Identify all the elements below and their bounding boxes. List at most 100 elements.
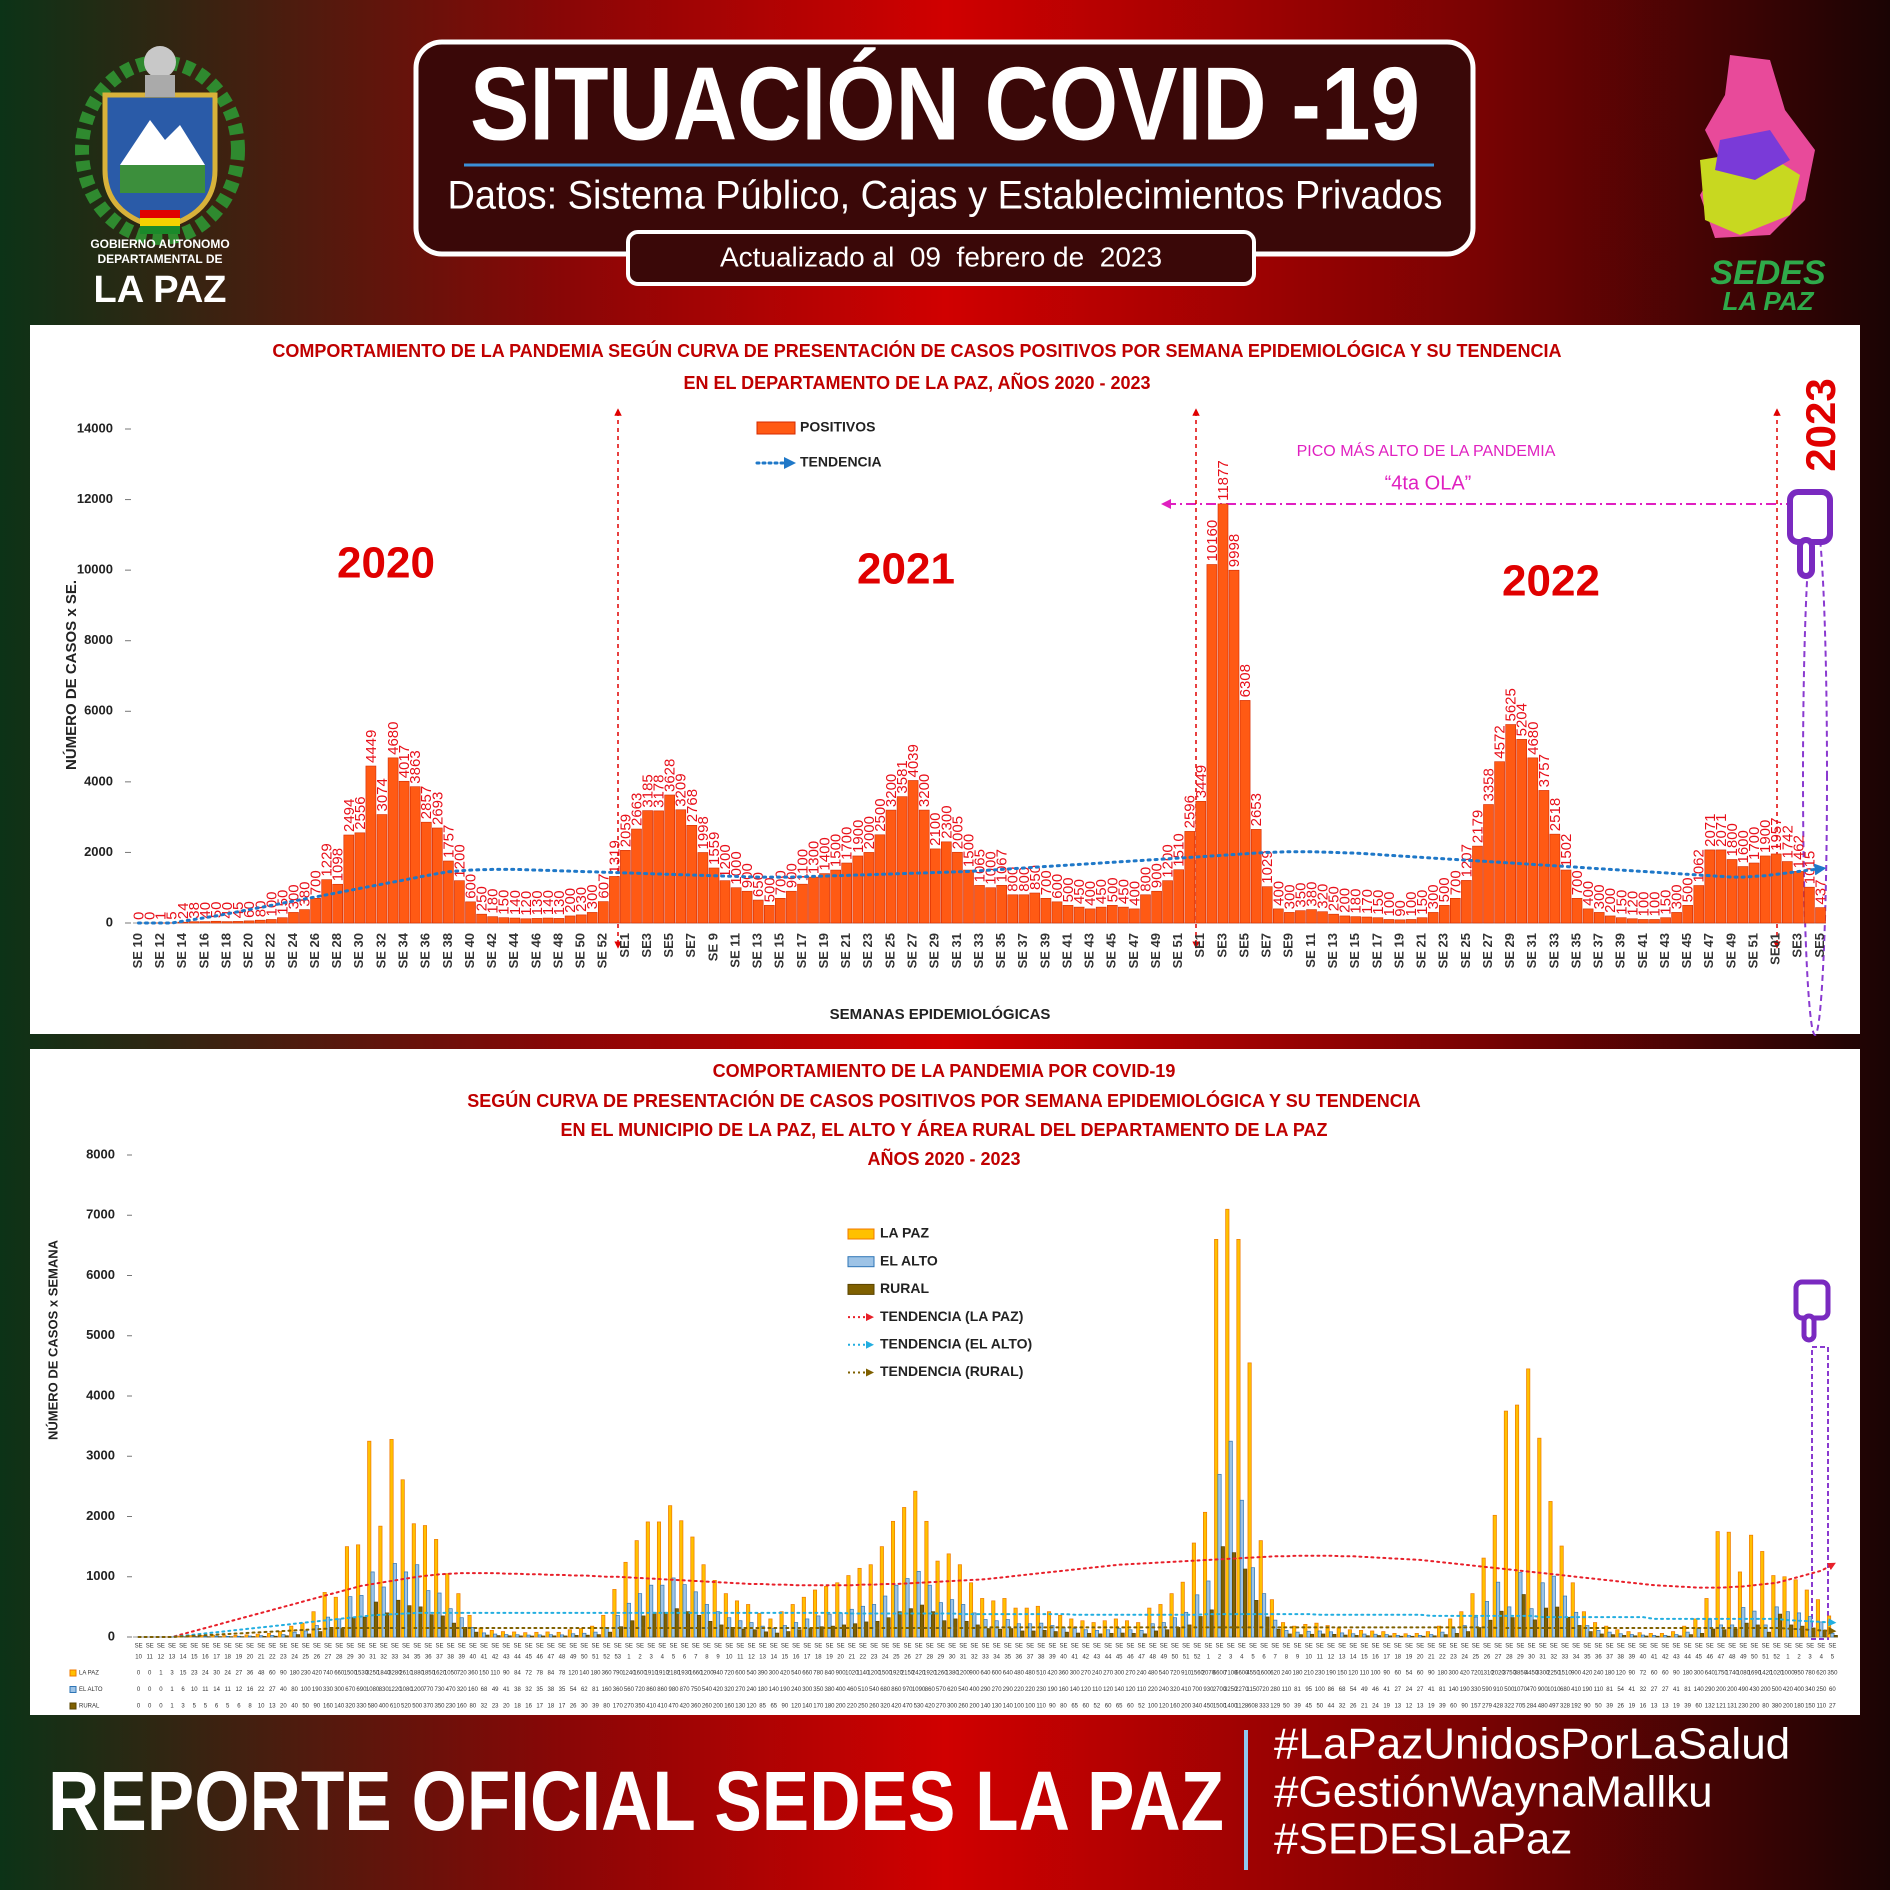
bar	[552, 1635, 557, 1638]
week-prefix: SE	[1137, 1644, 1145, 1650]
table-value: 540	[958, 1687, 969, 1693]
week-prefix: SE	[1661, 1644, 1669, 1650]
bar	[996, 885, 1008, 924]
bar	[1405, 919, 1417, 924]
bar	[420, 821, 432, 924]
week-prefix: SE	[814, 1644, 822, 1650]
value-label: 5204	[1514, 703, 1531, 736]
table-value: 200	[1716, 1687, 1727, 1693]
table-value: 420	[1460, 1671, 1471, 1677]
bar	[1627, 918, 1638, 924]
x-tick-label: 51	[592, 1655, 599, 1661]
x-tick-label: SE 43	[1082, 933, 1097, 968]
week-prefix: SE	[614, 1644, 622, 1650]
bar	[299, 909, 310, 924]
x-tick-label: 21	[1428, 1655, 1435, 1661]
table-value: 39	[592, 1704, 599, 1710]
x-tick-label: SE 46	[528, 933, 543, 968]
table-value: 120	[1348, 1671, 1359, 1677]
value-label: 700	[308, 870, 325, 895]
table-value: 1750	[1714, 1671, 1728, 1677]
value-label: 850	[1027, 865, 1044, 890]
week-prefix: SE	[1260, 1644, 1268, 1650]
week-prefix: SE	[870, 1644, 878, 1650]
bar	[478, 1627, 483, 1638]
value-label: 100	[1635, 891, 1652, 916]
week-prefix: SE	[513, 1644, 521, 1650]
table-value: 300	[1070, 1671, 1081, 1677]
table-value: 78	[559, 1671, 566, 1677]
table-value: 54	[1350, 1687, 1357, 1693]
bar	[597, 901, 609, 924]
x-tick-label: 43	[1673, 1655, 1680, 1661]
week-prefix: SE	[591, 1644, 599, 1650]
table-value: 100	[1148, 1704, 1159, 1710]
table-value: 500	[1504, 1687, 1515, 1693]
table-value: 420	[925, 1704, 936, 1710]
bar	[284, 1635, 289, 1638]
week-prefix: SE	[213, 1644, 221, 1650]
bar	[634, 1540, 639, 1638]
bar	[1107, 905, 1118, 924]
value-label: 40	[197, 902, 214, 919]
bar	[1117, 1628, 1122, 1638]
bar	[719, 1624, 724, 1638]
bar	[846, 1575, 851, 1638]
y-tick-label: 2000	[84, 844, 113, 859]
week-prefix: SE	[1717, 1644, 1725, 1650]
x-tick-label: SE 41	[1059, 933, 1074, 968]
x-tick-label: 31	[369, 1655, 376, 1661]
bar	[1094, 1630, 1099, 1638]
week-prefix: SE	[1505, 1644, 1513, 1650]
bar	[1347, 1629, 1352, 1638]
table-value: 140	[579, 1671, 590, 1677]
chart-panel	[30, 325, 1860, 1034]
table-value: 540	[746, 1671, 757, 1677]
table-value: 1500	[879, 1671, 893, 1677]
table-value: 140	[1448, 1687, 1459, 1693]
table-value: 49	[492, 1687, 499, 1693]
table-value: 970	[902, 1687, 913, 1693]
table-value: 200	[1783, 1704, 1794, 1710]
table-row-label: RURAL	[79, 1704, 100, 1710]
bar	[1109, 1633, 1114, 1638]
bar	[1061, 1627, 1066, 1638]
value-label: 600	[462, 874, 479, 899]
bar	[255, 919, 266, 924]
bar	[746, 1604, 751, 1638]
bar	[1421, 1635, 1426, 1638]
table-value: 90	[1673, 1671, 1680, 1677]
bar	[653, 810, 664, 924]
table-value: 1240	[622, 1671, 636, 1677]
table-value: 830	[379, 1687, 390, 1693]
bar	[1403, 1633, 1408, 1638]
x-tick-label: 38	[1038, 1655, 1045, 1661]
table-value: 270	[1081, 1671, 1092, 1677]
bar	[244, 1634, 249, 1638]
table-value: 320	[345, 1704, 356, 1710]
x-tick-label: SE 41	[1635, 933, 1650, 968]
bar	[507, 1635, 512, 1638]
week-prefix: SE	[837, 1644, 845, 1650]
x-tick-label: SE 25	[882, 933, 897, 968]
table-value: 284	[1526, 1704, 1537, 1710]
x-tick-label: 49	[570, 1655, 577, 1661]
bar	[1084, 908, 1096, 924]
bar	[1704, 1598, 1709, 1638]
value-label: 3628	[662, 759, 679, 792]
week-prefix: SE	[357, 1644, 365, 1650]
table-value: 21	[1361, 1704, 1368, 1710]
bar	[1370, 1630, 1375, 1638]
value-label: 4680	[1525, 722, 1542, 755]
bar	[838, 1612, 843, 1638]
bar	[1677, 1635, 1682, 1638]
x-tick-label: SE 9	[705, 933, 720, 961]
x-tick-label: SE 12	[152, 933, 167, 968]
week-prefix: SE	[1550, 1644, 1558, 1650]
table-value: 2700	[1213, 1687, 1227, 1693]
bar	[752, 1629, 757, 1638]
table-value: 192	[1571, 1704, 1582, 1710]
x-tick-label: SE 27	[1480, 933, 1495, 968]
value-label: 500	[761, 877, 778, 902]
bar	[259, 1635, 264, 1638]
